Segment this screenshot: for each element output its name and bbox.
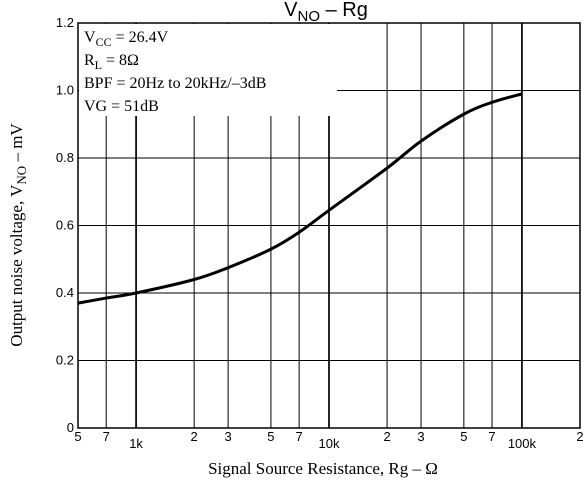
plot-frame bbox=[77, 22, 581, 429]
condition-text: VG = 51dB bbox=[84, 98, 159, 115]
x-tick-label: 7 bbox=[103, 429, 110, 444]
condition-sub: CC bbox=[96, 35, 112, 49]
x-tick-label: 5 bbox=[267, 429, 274, 444]
x-tick-label: 2 bbox=[191, 429, 198, 444]
y-tick-labels: 0 0.2 0.4 0.6 0.8 1.0 1.2 bbox=[56, 15, 74, 435]
x-tick-label: 7 bbox=[295, 429, 302, 444]
x-tick-label: 7 bbox=[488, 429, 495, 444]
chart-title-rest: – Rg bbox=[320, 0, 368, 21]
y-tick-label: 0.6 bbox=[56, 218, 74, 233]
condition-main: VG = 51dB bbox=[84, 98, 159, 115]
x-tick-label: 2 bbox=[576, 429, 583, 444]
condition-main: BPF = 20Hz to 20kHz/–3dB bbox=[84, 75, 266, 92]
y-tick-label: 1.2 bbox=[56, 15, 74, 30]
y-tick-label: 0.2 bbox=[56, 353, 74, 368]
conditions-box: VCC = 26.4V RL = 8Ω BPF = 20Hz to 20kHz/–3… bbox=[79, 24, 337, 116]
y-tick-label: 0.8 bbox=[56, 150, 74, 165]
y-axis-label: Output noise voltage, VNO – mV bbox=[7, 123, 29, 347]
chart-title-main: V bbox=[284, 0, 298, 21]
chart-title: VNO – Rg bbox=[284, 0, 368, 25]
y-tick-label: 0.4 bbox=[56, 285, 74, 300]
y-axis-label-sub: NO bbox=[14, 166, 29, 185]
chart-title-sub: NO bbox=[298, 8, 321, 25]
condition-text: VCC = 26.4V bbox=[84, 29, 169, 49]
x-tick-label: 5 bbox=[74, 429, 81, 444]
condition-main: R bbox=[84, 52, 95, 69]
condition-sub: L bbox=[95, 58, 102, 72]
y-tick-label: 1.0 bbox=[56, 83, 74, 98]
x-tick-label: 1k bbox=[129, 436, 143, 451]
y-axis-label-main: Output noise voltage, V bbox=[7, 184, 26, 347]
y-tick-label: 0 bbox=[67, 420, 74, 435]
x-axis-label: Signal Source Resistance, Rg – Ω bbox=[208, 459, 438, 478]
condition-text: RL = 8Ω bbox=[84, 52, 139, 72]
data-series bbox=[77, 92, 523, 305]
condition-rest: = 8Ω bbox=[102, 52, 139, 69]
condition-rest: = 26.4V bbox=[112, 29, 169, 46]
x-tick-label: 3 bbox=[225, 429, 232, 444]
condition-main: V bbox=[84, 29, 96, 46]
condition-text: BPF = 20Hz to 20kHz/–3dB bbox=[84, 75, 266, 92]
x-tick-label: 100k bbox=[508, 436, 537, 451]
x-tick-label: 3 bbox=[417, 429, 424, 444]
x-tick-labels: 5 7 1k 2 3 5 7 10k 2 3 5 7 100k 2 bbox=[74, 429, 583, 451]
y-axis-label-rest: – mV bbox=[7, 123, 26, 166]
conditions-background bbox=[79, 24, 337, 116]
x-tick-label: 2 bbox=[383, 429, 390, 444]
series-line bbox=[77, 92, 523, 305]
x-tick-label: 10k bbox=[319, 436, 340, 451]
x-tick-label: 5 bbox=[460, 429, 467, 444]
